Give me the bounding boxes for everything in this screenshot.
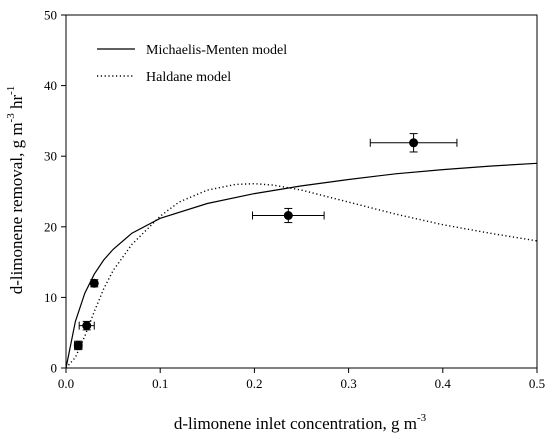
- x-tick-label: 0.0: [58, 376, 74, 391]
- x-tick-label: 0.4: [435, 376, 452, 391]
- y-axis-title: d-limonene removal, g m-3 hr-1: [5, 86, 26, 295]
- x-tick-label: 0.1: [152, 376, 168, 391]
- y-axis-title-text: d-limonene removal, g m: [7, 122, 26, 294]
- plot-frame: [65, 14, 538, 369]
- y-axis-title-sup1: -3: [5, 113, 17, 123]
- x-tick-label: 0.3: [340, 376, 356, 391]
- legend-label-michaelis-menten: Michaelis-Menten model: [146, 43, 287, 58]
- plot-area: 0.0 0.1 0.2 0.3 0.4 0.5 0 10 20 30 40 50: [44, 8, 545, 392]
- michaelis-menten-model-line: [65, 162, 538, 369]
- y-tick-label: 0: [51, 361, 58, 376]
- y-tick-label: 10: [44, 290, 57, 305]
- y-tick-label: 40: [44, 78, 57, 93]
- x-axis-title-sup: -3: [417, 412, 427, 424]
- legend-label-haldane: Haldane model: [146, 70, 231, 85]
- y-axis-title-sup2: -1: [5, 86, 17, 95]
- data-point: [89, 278, 99, 288]
- y-tick-label: 50: [44, 8, 57, 23]
- haldane-model-line: [65, 182, 538, 369]
- y-tick-label: 30: [44, 149, 57, 164]
- x-tick-label: 0.5: [529, 376, 545, 391]
- x-axis-title-text: d-limonene inlet concentration, g m: [174, 414, 417, 433]
- y-axis-title-unit: hr: [7, 95, 26, 114]
- x-tick-label: 0.2: [246, 376, 262, 391]
- legend: Michaelis-Menten model Haldane model: [97, 43, 287, 85]
- data-point: [73, 340, 83, 350]
- y-tick-label: 20: [44, 219, 57, 234]
- data-point: [409, 138, 419, 148]
- data-point: [82, 321, 92, 331]
- x-axis-title: d-limonene inlet concentration, g m-3: [174, 412, 427, 433]
- data-point: [283, 211, 293, 221]
